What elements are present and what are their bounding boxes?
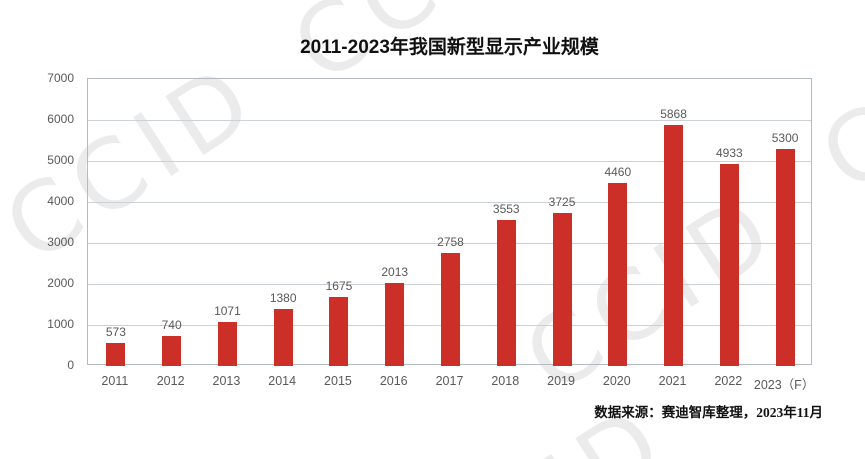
x-axis-tick-label: 2015 (324, 374, 352, 388)
chart-title: 2011-2023年我国新型显示产业规模 (300, 37, 599, 58)
y-axis-tick-label: 5000 (47, 153, 74, 167)
gridline (88, 201, 811, 203)
x-axis-tick-label: 2013 (212, 374, 241, 388)
y-axis-tick-label: 6000 (47, 112, 74, 126)
gridline (88, 242, 811, 244)
bar-2020 (608, 183, 628, 366)
bar-2012 (162, 335, 182, 366)
bar-value-label: 4933 (715, 145, 743, 160)
bar-2017 (441, 252, 460, 366)
y-axis-tick-label: 4000 (47, 194, 74, 208)
source-note: 数据来源：赛迪智库整理，2023年11月 (594, 405, 823, 420)
bar-value-label: 1675 (325, 279, 353, 294)
y-axis-tick-label: 1000 (47, 317, 74, 331)
plot-area: 573 740 1071 1380 1675 2013 2758 3553 3725 4460 58… (87, 78, 812, 366)
bar-2021 (664, 125, 684, 366)
y-axis-tick-label: 0 (67, 358, 74, 372)
x-axis-tick-label: 2022 (714, 374, 743, 388)
gridline (88, 119, 811, 121)
y-axis-tick-label: 7000 (47, 71, 74, 85)
x-axis-tick-label: 2011 (101, 374, 129, 388)
x-axis-tick-label: 2020 (602, 374, 631, 388)
bar-2015 (329, 297, 349, 366)
bar-value-label: 4460 (604, 165, 632, 180)
bar-2011 (106, 342, 126, 366)
bar-2023（F） (775, 148, 795, 366)
x-axis-tick-label: 2023（F） (753, 378, 815, 392)
x-axis-tick-label: 2018 (491, 374, 520, 388)
bar-value-label: 1071 (214, 304, 241, 319)
x-axis-tick-label: 2014 (268, 374, 297, 388)
x-axis-tick-label: 2021 (658, 374, 687, 388)
gridline (88, 160, 811, 162)
bar-2019 (552, 213, 572, 366)
bar-value-label: 5868 (660, 107, 687, 122)
bar-value-label: 1380 (269, 291, 297, 306)
bar-value-label: 3725 (548, 195, 576, 210)
bar-value-label: 573 (105, 324, 126, 339)
bar-value-label: 2013 (381, 265, 409, 280)
x-axis-tick-label: 2017 (435, 374, 464, 388)
bar-value-label: 2758 (437, 234, 464, 249)
bar-2022 (719, 163, 739, 366)
y-axis-tick-label: 2000 (47, 276, 74, 290)
y-axis-tick-label: 3000 (47, 235, 74, 249)
bar-value-label: 3553 (492, 202, 520, 217)
x-axis-tick-label: 2016 (379, 374, 408, 388)
x-axis-tick-label: 2019 (547, 374, 575, 388)
bar-value-label: 740 (161, 317, 182, 332)
bar-value-label: 5300 (771, 130, 799, 145)
bar-2013 (217, 322, 237, 366)
bar-2016 (385, 283, 405, 366)
bar-2014 (273, 309, 293, 366)
x-axis-tick-label: 2012 (156, 374, 185, 388)
bar-2018 (496, 220, 516, 366)
